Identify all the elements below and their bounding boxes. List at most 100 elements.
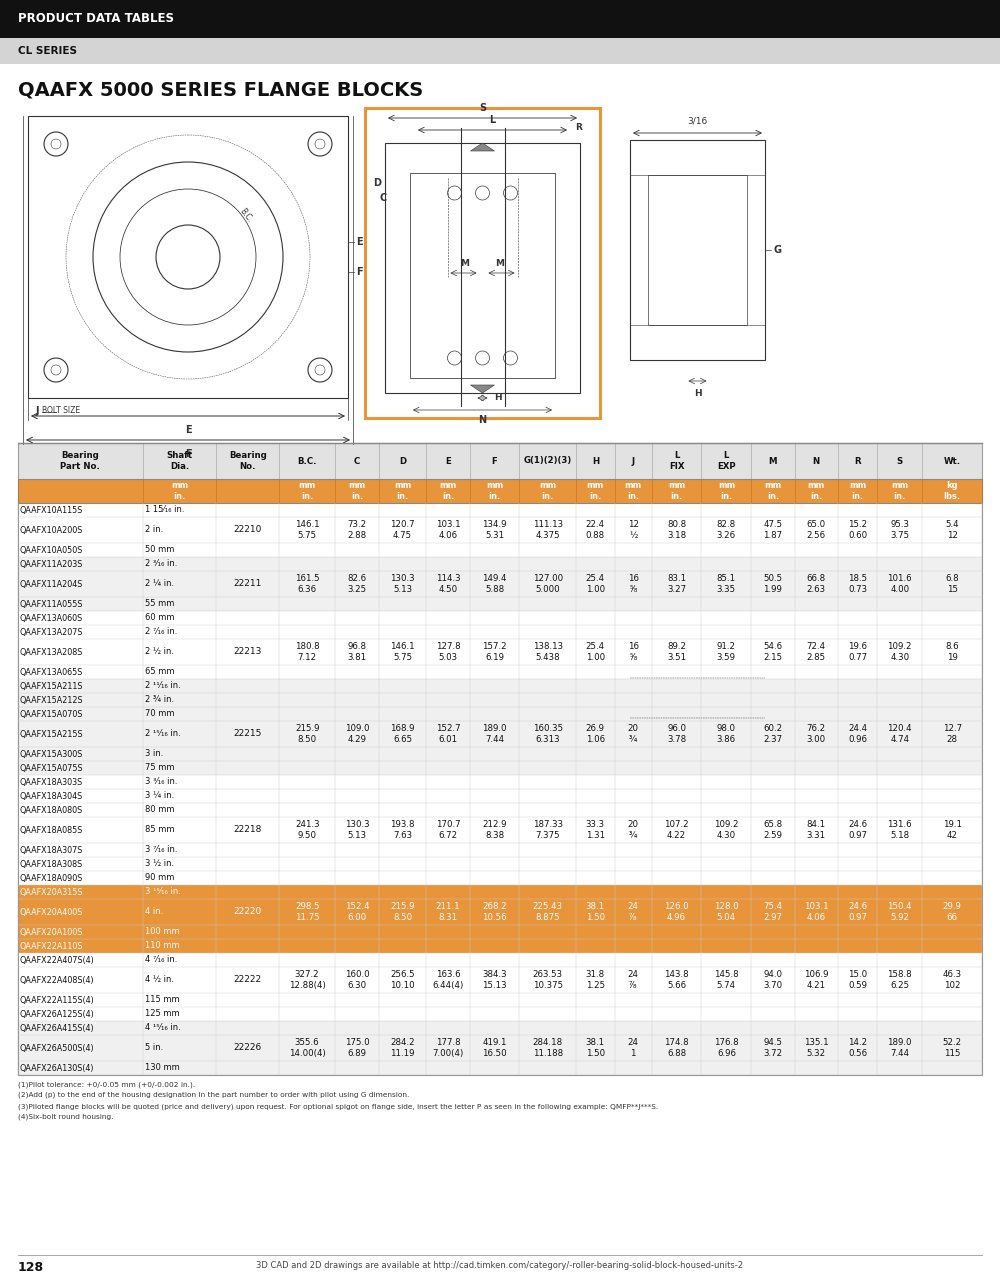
Text: QAAFX15A075S: QAAFX15A075S <box>20 763 84 773</box>
Text: D: D <box>399 457 406 466</box>
Text: 12.7
28: 12.7 28 <box>943 724 962 744</box>
Text: 110 mm: 110 mm <box>145 942 179 951</box>
Text: 152.7
6.01: 152.7 6.01 <box>436 724 460 744</box>
Text: 131.6
5.18: 131.6 5.18 <box>887 820 912 840</box>
Text: S: S <box>897 457 903 466</box>
Text: 2 ¹⁵⁄₁₆ in.: 2 ¹⁵⁄₁₆ in. <box>145 730 180 739</box>
Text: mm
in.: mm in. <box>891 481 908 500</box>
Text: 4 ¹⁵⁄₁₆ in.: 4 ¹⁵⁄₁₆ in. <box>145 1024 180 1033</box>
Text: 52.2
115: 52.2 115 <box>943 1038 962 1057</box>
Bar <box>18 1061 982 1075</box>
Text: 106.9
4.21: 106.9 4.21 <box>804 970 829 989</box>
Bar <box>18 870 982 884</box>
Text: 284.2
11.19: 284.2 11.19 <box>390 1038 415 1057</box>
Text: J: J <box>36 406 40 416</box>
Text: BOLT SIZE: BOLT SIZE <box>42 406 80 415</box>
Bar <box>18 858 982 870</box>
Text: 25.4
1.00: 25.4 1.00 <box>586 575 605 594</box>
Text: 2 in.: 2 in. <box>145 526 163 535</box>
Text: R: R <box>854 457 861 466</box>
Text: 284.18
11.188: 284.18 11.188 <box>533 1038 563 1057</box>
Text: 76.2
3.00: 76.2 3.00 <box>807 724 826 744</box>
Text: 18.5
0.73: 18.5 0.73 <box>848 575 867 594</box>
Text: 3D CAD and 2D drawings are available at http://cad.timken.com/category/-roller-b: 3D CAD and 2D drawings are available at … <box>256 1261 744 1270</box>
Bar <box>18 762 982 774</box>
Text: R: R <box>575 123 582 132</box>
Text: 215.9
8.50: 215.9 8.50 <box>295 724 319 744</box>
Text: 22213: 22213 <box>233 648 262 657</box>
Bar <box>18 940 982 954</box>
Text: 160.35
6.313: 160.35 6.313 <box>533 724 563 744</box>
Bar <box>0 0 1000 38</box>
Text: 187.33
7.375: 187.33 7.375 <box>533 820 563 840</box>
Text: QAAFX26A415S(4): QAAFX26A415S(4) <box>20 1024 95 1033</box>
Text: 241.3
9.50: 241.3 9.50 <box>295 820 320 840</box>
Text: 89.2
3.51: 89.2 3.51 <box>667 643 686 662</box>
Text: 130.3
5.13: 130.3 5.13 <box>390 575 415 594</box>
Text: 150.4
5.92: 150.4 5.92 <box>887 902 912 922</box>
Text: 50.5
1.99: 50.5 1.99 <box>763 575 783 594</box>
Text: mm
in.: mm in. <box>587 481 604 500</box>
Text: F: F <box>185 449 191 460</box>
Text: 55 mm: 55 mm <box>145 599 174 608</box>
Bar <box>0 38 1000 64</box>
Bar <box>18 692 982 707</box>
Text: 22215: 22215 <box>233 730 262 739</box>
Text: M: M <box>769 457 777 466</box>
Text: 8.6
19: 8.6 19 <box>945 643 959 662</box>
Text: 22226: 22226 <box>234 1043 262 1052</box>
Text: (2)Add (p) to the end of the housing designation in the part number to order wit: (2)Add (p) to the end of the housing des… <box>18 1092 409 1098</box>
Text: 82.6
3.25: 82.6 3.25 <box>347 575 367 594</box>
Text: 211.1
8.31: 211.1 8.31 <box>436 902 460 922</box>
Bar <box>18 803 982 817</box>
Text: 134.9
5.31: 134.9 5.31 <box>482 520 507 540</box>
Text: QAAFX15A211S: QAAFX15A211S <box>20 681 84 690</box>
Text: 193.8
7.63: 193.8 7.63 <box>390 820 415 840</box>
Text: 65.8
2.59: 65.8 2.59 <box>763 820 783 840</box>
Text: kg
lbs.: kg lbs. <box>944 481 961 500</box>
Text: 109.2
4.30: 109.2 4.30 <box>714 820 739 840</box>
Bar <box>648 175 747 325</box>
Text: QAAFX22A408S(4): QAAFX22A408S(4) <box>20 975 95 984</box>
Text: 91.2
3.59: 91.2 3.59 <box>717 643 736 662</box>
Text: C: C <box>354 457 360 466</box>
Text: QAAFX26A500S(4): QAAFX26A500S(4) <box>20 1043 95 1052</box>
Text: N: N <box>813 457 820 466</box>
Text: 2 ⁷⁄₁₆ in.: 2 ⁷⁄₁₆ in. <box>145 627 177 636</box>
Text: QAAFX18A080S: QAAFX18A080S <box>20 805 83 814</box>
Text: 98.0
3.86: 98.0 3.86 <box>717 724 736 744</box>
Text: QAAFX20A400S: QAAFX20A400S <box>20 908 83 916</box>
Text: 189.0
7.44: 189.0 7.44 <box>482 724 507 744</box>
Text: 143.8
5.66: 143.8 5.66 <box>664 970 689 989</box>
Text: 24.6
0.97: 24.6 0.97 <box>848 902 867 922</box>
Text: 2 ½ in.: 2 ½ in. <box>145 648 174 657</box>
Bar <box>18 678 982 692</box>
Text: 12
½: 12 ½ <box>628 520 639 540</box>
Text: mm
in.: mm in. <box>171 481 188 500</box>
Bar <box>18 954 982 966</box>
Bar <box>18 1007 982 1021</box>
Text: 82.8
3.26: 82.8 3.26 <box>717 520 736 540</box>
Text: 3 ¼ in.: 3 ¼ in. <box>145 791 174 800</box>
Text: 135.1
5.32: 135.1 5.32 <box>804 1038 829 1057</box>
Text: Bearing
Part No.: Bearing Part No. <box>60 451 100 471</box>
Bar <box>28 116 348 398</box>
Text: E: E <box>185 425 191 435</box>
Text: QAAFX22A110S: QAAFX22A110S <box>20 942 84 951</box>
Text: 24.6
0.97: 24.6 0.97 <box>848 820 867 840</box>
Text: mm
in.: mm in. <box>486 481 503 500</box>
Text: QAAFX13A208S: QAAFX13A208S <box>20 648 83 657</box>
Text: 24.4
0.96: 24.4 0.96 <box>848 724 867 744</box>
Text: 47.5
1.87: 47.5 1.87 <box>763 520 783 540</box>
Text: 75.4
2.97: 75.4 2.97 <box>763 902 783 922</box>
Text: 114.3
4.50: 114.3 4.50 <box>436 575 460 594</box>
Text: 103.1
4.06: 103.1 4.06 <box>436 520 460 540</box>
Text: 15.0
0.59: 15.0 0.59 <box>848 970 867 989</box>
Text: L
FIX: L FIX <box>669 451 684 471</box>
Text: 50 mm: 50 mm <box>145 545 174 554</box>
Text: B.C.: B.C. <box>297 457 317 466</box>
Text: 60.2
2.37: 60.2 2.37 <box>763 724 783 744</box>
Polygon shape <box>471 143 494 151</box>
Text: 24
1: 24 1 <box>628 1038 639 1057</box>
Bar <box>18 543 982 557</box>
